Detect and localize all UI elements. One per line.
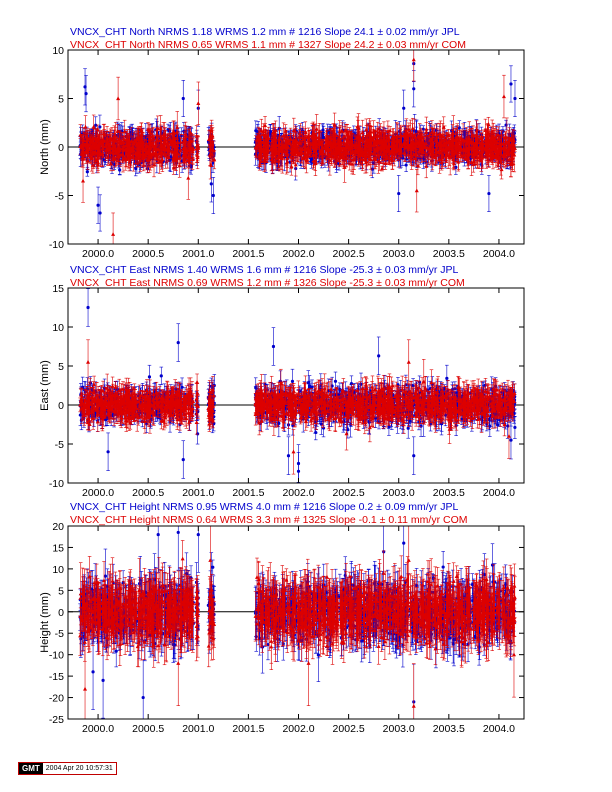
marker-circle	[118, 168, 121, 171]
marker-circle	[86, 170, 89, 173]
marker-circle	[458, 126, 461, 129]
marker-circle	[405, 163, 408, 166]
header-line-1: VNCX_CHT North NRMS 1.18 WRMS 1.2 mm # 1…	[70, 26, 460, 38]
data-point	[504, 120, 508, 130]
marker-circle	[435, 129, 438, 132]
header-line-2: VNCX_CHT North NRMS 0.65 WRMS 1.1 mm # 1…	[70, 39, 466, 51]
marker-circle	[480, 164, 483, 167]
panel-north: VNCX_CHT North NRMS 1.18 WRMS 1.2 mm # 1…	[39, 26, 524, 260]
data-point	[404, 158, 408, 171]
